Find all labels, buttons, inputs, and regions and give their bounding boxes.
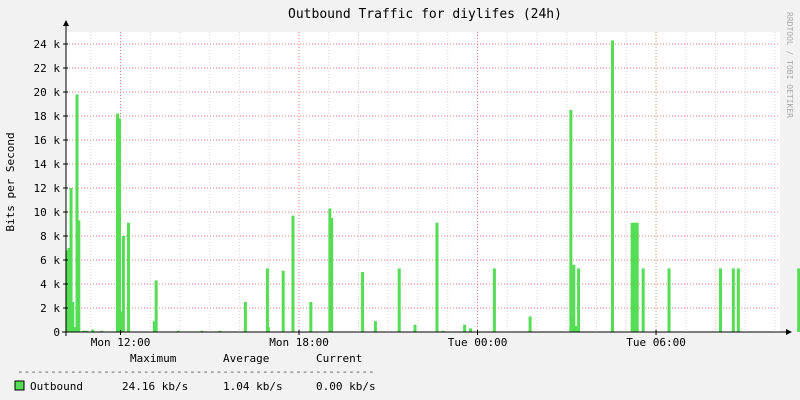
data-bar	[569, 110, 573, 332]
data-bar	[81, 330, 85, 332]
data-bar	[736, 268, 740, 332]
data-bar	[291, 215, 295, 332]
legend-divider: ----------------------------------------…	[17, 365, 375, 378]
data-bar	[218, 330, 222, 332]
data-bar	[630, 222, 634, 332]
x-tick-label: Mon 12:00	[91, 336, 151, 349]
data-bar	[154, 280, 158, 332]
data-bar	[77, 220, 81, 332]
data-bar	[265, 268, 269, 332]
data-bar	[641, 268, 645, 332]
data-bar	[330, 218, 334, 332]
data-bar	[574, 326, 578, 332]
chart-title: Outbound Traffic for diylifes (24h)	[288, 7, 562, 22]
y-tick-label: 6 k	[40, 254, 60, 267]
legend-swatch-outbound	[14, 380, 25, 391]
data-bar	[243, 302, 247, 332]
data-bar	[152, 321, 156, 332]
data-bar	[67, 248, 71, 332]
y-tick-label: 2 k	[40, 302, 60, 315]
legend-header-current: Current	[316, 352, 362, 365]
x-tick-label: Mon 18:00	[269, 336, 329, 349]
data-bar	[373, 321, 377, 332]
data-bar	[463, 324, 467, 332]
data-bar	[635, 222, 639, 332]
y-tick-label: 4 k	[40, 278, 60, 291]
legend-header-average: Average	[223, 352, 269, 365]
plot-area	[66, 32, 780, 332]
data-bar	[91, 329, 95, 332]
data-bar	[633, 222, 637, 332]
data-bar	[176, 330, 180, 332]
data-bar	[435, 222, 439, 332]
y-tick-label: 10 k	[34, 206, 61, 219]
data-bar	[83, 330, 87, 332]
data-bar	[126, 222, 130, 332]
data-bar	[200, 330, 204, 332]
data-bar	[69, 188, 73, 332]
data-bar	[75, 94, 79, 333]
watermark-side-text: RRDTOOL / TOBI OETIKER	[785, 12, 794, 118]
data-bar	[328, 208, 332, 332]
data-bar	[611, 40, 615, 333]
y-tick-label: 20 k	[34, 86, 61, 99]
data-bar	[492, 268, 496, 332]
legend-maximum-outbound: 24.16 kb/s	[122, 380, 188, 393]
legend-average-outbound: 1.04 kb/s	[223, 380, 283, 393]
grid-layer	[66, 32, 780, 332]
y-tick-label: 0	[53, 326, 60, 339]
data-bar	[577, 268, 581, 332]
legend: Maximum Average Current ----------------…	[14, 352, 376, 393]
data-bar	[469, 328, 473, 332]
legend-label-outbound: Outbound	[30, 380, 83, 393]
data-bar	[572, 264, 576, 332]
data-bar	[85, 330, 89, 332]
y-tick-label: 22 k	[34, 62, 61, 75]
y-tick-label: 24 k	[34, 38, 61, 51]
y-tick-label: 12 k	[34, 182, 61, 195]
data-bar	[65, 250, 69, 332]
data-bar	[115, 113, 119, 332]
x-tick-label: Tue 06:00	[626, 336, 686, 349]
data-bar	[731, 268, 735, 332]
x-axis-arrow	[786, 329, 792, 335]
y-tick-label: 14 k	[34, 158, 61, 171]
data-bar	[361, 272, 365, 332]
data-bar	[309, 302, 313, 332]
data-bar	[266, 327, 270, 332]
data-bar	[397, 268, 401, 332]
data-bar	[528, 316, 532, 332]
data-bar	[441, 330, 445, 332]
y-tick-label: 16 k	[34, 134, 61, 147]
data-bar	[100, 330, 104, 332]
data-bar	[120, 311, 124, 332]
y-tick-label: 8 k	[40, 230, 60, 243]
legend-current-outbound: 0.00 kb/s	[316, 380, 376, 393]
data-bar	[118, 118, 122, 333]
bars-layer	[65, 40, 800, 333]
data-bar	[71, 302, 75, 332]
y-axis-arrow	[63, 20, 69, 26]
data-bar	[413, 324, 417, 332]
x-tick-label: Tue 00:00	[448, 336, 508, 349]
data-bar	[73, 327, 77, 332]
y-axis-label: Bits per Second	[4, 132, 17, 231]
data-bar	[281, 270, 285, 332]
ticks-layer: 0 2 k 4 k 6 k 8 k 10 k 12 k 14 k 16 k 18 k 20 k 22 …	[34, 38, 686, 349]
data-bar	[719, 268, 722, 332]
y-tick-label: 18 k	[34, 110, 61, 123]
data-bar	[797, 268, 800, 332]
data-bar	[121, 236, 125, 332]
legend-header-maximum: Maximum	[130, 352, 177, 365]
data-bar	[667, 268, 671, 332]
